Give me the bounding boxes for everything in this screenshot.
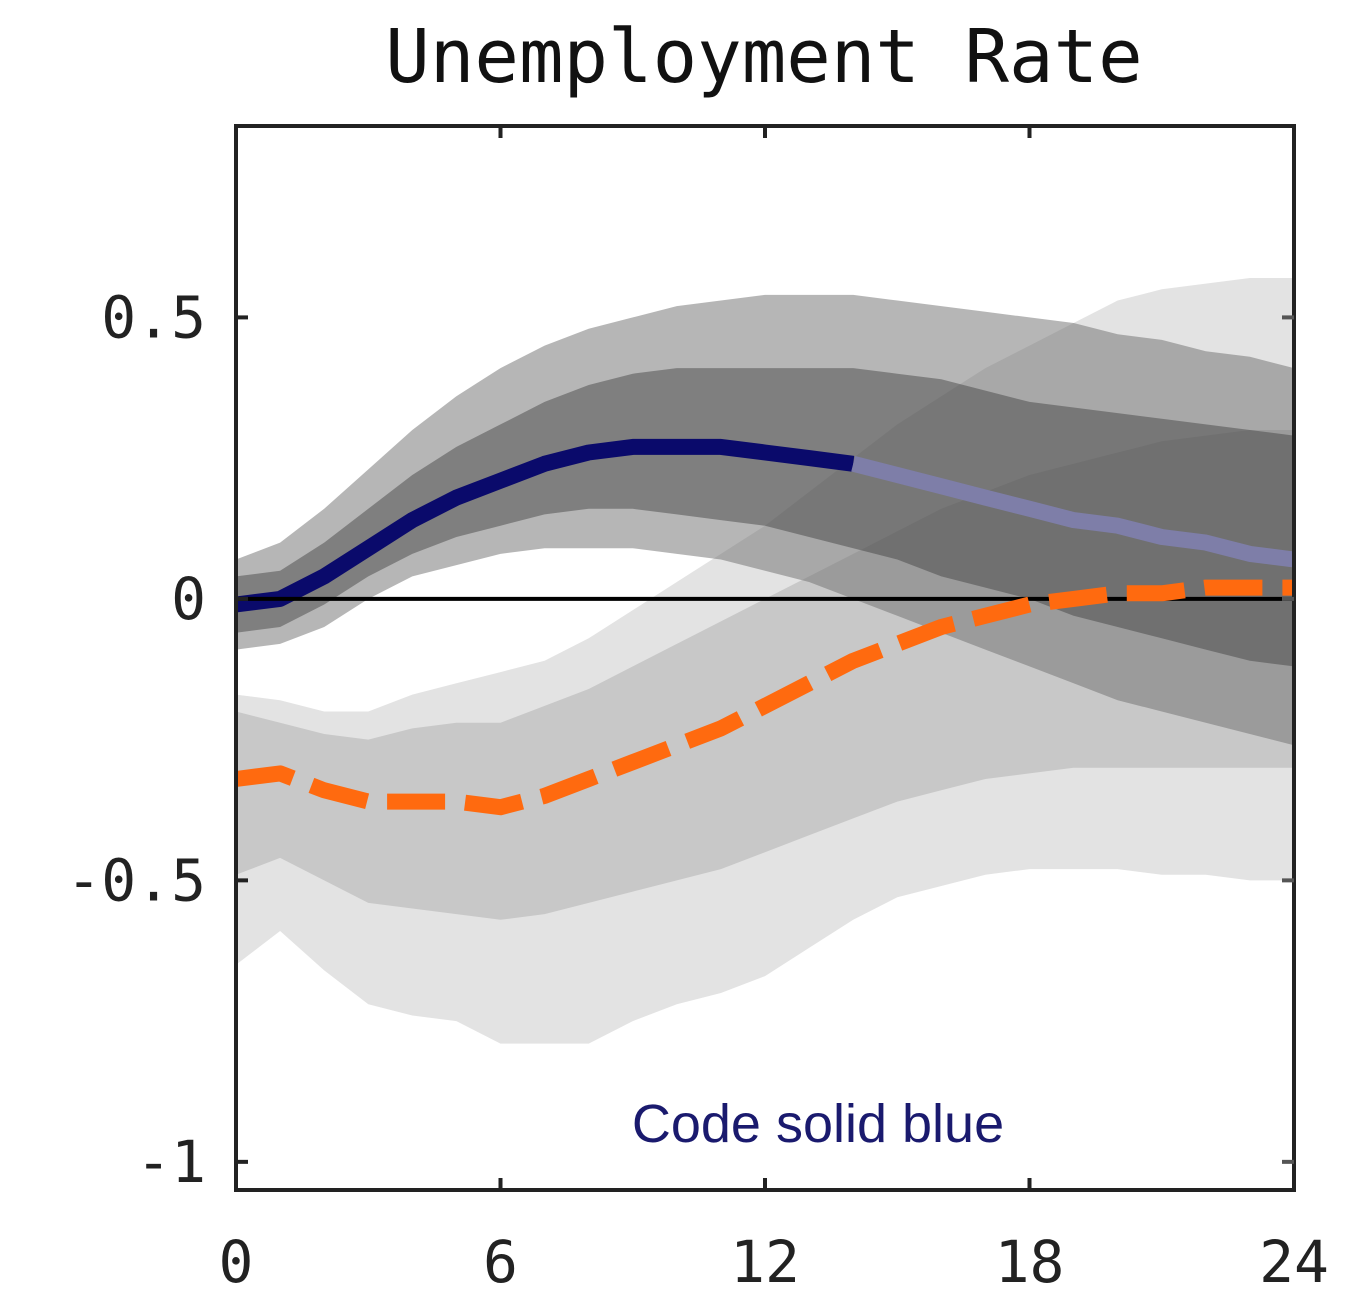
blue-band-outer: [236, 294, 1294, 746]
x-tick-label: 24: [1259, 1228, 1329, 1296]
x-tick-label: 6: [483, 1228, 518, 1296]
x-tick-label: 0: [219, 1228, 254, 1296]
y-tick-label: 0.5: [101, 283, 206, 351]
orange-dashed-line: [234, 579, 1294, 816]
blue-band-inner: [236, 368, 1294, 667]
blue-solid-line-faded: [851, 456, 1296, 568]
x-tick-label: 12: [730, 1228, 800, 1296]
y-tick-label: -0.5: [66, 846, 206, 914]
y-tick-label: 0: [171, 565, 206, 633]
plot-area: -1 -0.5 0 0.5 0 6 12 18 24: [66, 124, 1329, 1296]
chart-title: Unemployment Rate: [385, 14, 1142, 100]
x-tick-label: 18: [995, 1228, 1065, 1296]
annotation-code-solid-blue: Code solid blue: [632, 1094, 1004, 1154]
y-tick-label: -1: [136, 1128, 206, 1196]
blue-solid-line: [234, 438, 855, 613]
